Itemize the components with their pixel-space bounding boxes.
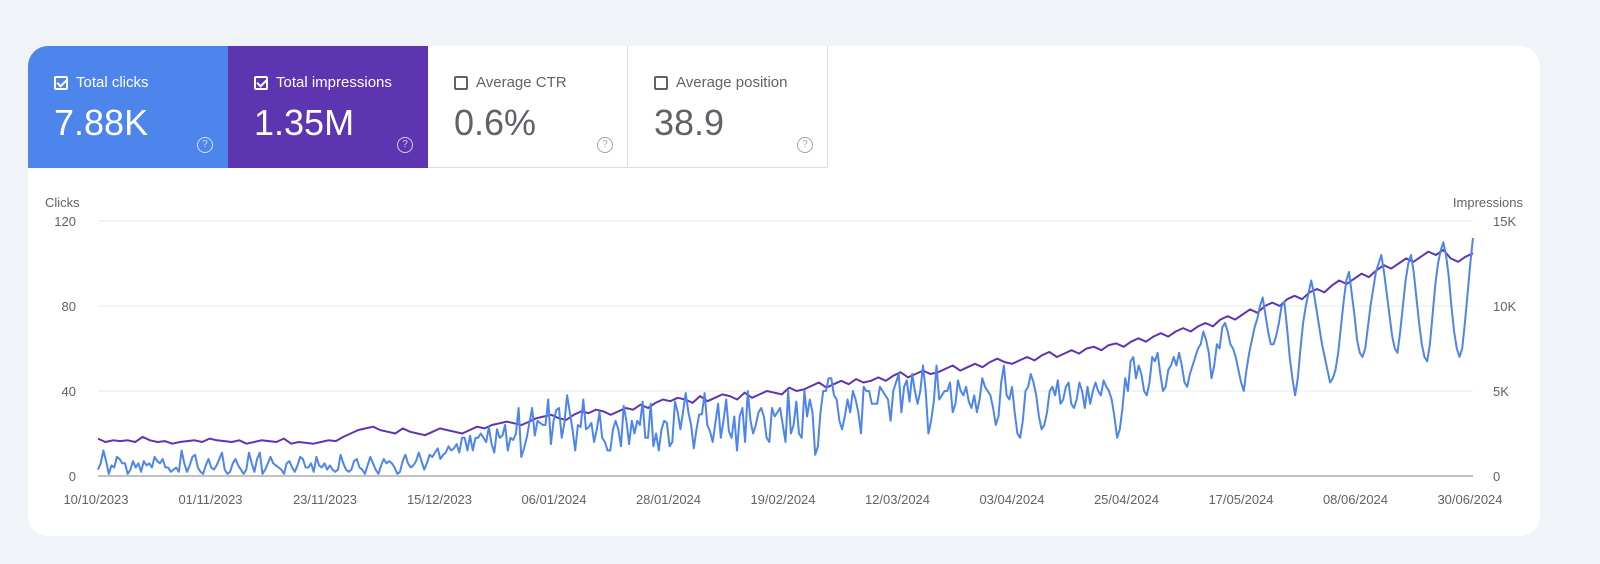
x-tick-label: 08/06/2024 (1323, 492, 1388, 507)
y-tick-right: 10K (1493, 299, 1516, 314)
help-icon[interactable]: ? (797, 137, 813, 153)
metric-total-clicks[interactable]: Total clicks 7.88K ? (28, 46, 228, 168)
x-tick-label: 03/04/2024 (979, 492, 1044, 507)
y-axis-left-label: Clicks (45, 195, 80, 210)
metric-header: Average CTR (454, 74, 567, 91)
metric-header: Average position (654, 74, 787, 91)
y-tick-right: 5K (1493, 384, 1509, 399)
metric-average-ctr[interactable]: Average CTR 0.6% ? (428, 46, 628, 168)
y-axis-right-label: Impressions (1453, 195, 1524, 210)
y-tick-right: 15K (1493, 214, 1516, 229)
metric-header: Total clicks (54, 74, 149, 91)
x-tick-label: 23/11/2023 (293, 492, 357, 507)
metric-value: 7.88K (54, 102, 149, 143)
x-tick-label: 19/02/2024 (750, 492, 815, 507)
metric-tabs: Total clicks 7.88K ? Total impressions 1… (28, 46, 828, 168)
clicks-series-line (97, 237, 1474, 475)
series-lines (97, 237, 1474, 475)
x-tick-label: 17/05/2024 (1208, 492, 1273, 507)
y-tick-left: 0 (69, 469, 76, 484)
metric-label: Average position (676, 74, 788, 91)
checkbox-checked-icon[interactable] (254, 75, 268, 90)
x-tick-label: 10/10/2023 (63, 492, 128, 507)
metric-value: 1.35M (254, 102, 355, 143)
y-tick-left: 80 (62, 299, 76, 314)
metric-total-impressions[interactable]: Total impressions 1.35M ? (228, 46, 428, 168)
y-tick-right: 0 (1493, 469, 1500, 484)
metric-value: 38.9 (654, 102, 725, 143)
checkbox-unchecked-icon[interactable] (454, 75, 468, 90)
x-tick-label: 06/01/2024 (521, 492, 586, 507)
x-tick-label: 30/06/2024 (1437, 492, 1502, 507)
metric-label: Average CTR (476, 74, 567, 91)
axis-ticks: 0 0 40 5K 80 10K 120 15K 10/10/2023 01/11/2023 23/… (54, 214, 1516, 507)
help-icon[interactable]: ? (397, 137, 413, 153)
performance-card: Total clicks 7.88K ? Total impressions 1… (28, 46, 1540, 536)
x-tick-label: 15/12/2023 (407, 492, 472, 507)
help-icon[interactable]: ? (197, 137, 213, 153)
performance-chart: Clicks Impressions 0 0 40 5K 80 10K 120 15K 10/1… (45, 195, 1524, 507)
x-tick-label: 12/03/2024 (865, 492, 930, 507)
help-icon[interactable]: ? (597, 137, 613, 153)
checkbox-unchecked-icon[interactable] (654, 75, 668, 90)
metric-label: Total clicks (76, 74, 149, 91)
impressions-series-line (97, 248, 1474, 445)
metric-value: 0.6% (454, 102, 537, 143)
metric-label: Total impressions (276, 74, 392, 91)
x-tick-label: 25/04/2024 (1094, 492, 1159, 507)
y-tick-left: 120 (54, 214, 76, 229)
metric-header: Total impressions (254, 74, 392, 91)
checkbox-checked-icon[interactable] (54, 75, 68, 90)
metric-average-position[interactable]: Average position 38.9 ? (628, 46, 828, 168)
x-tick-label: 28/01/2024 (636, 492, 701, 507)
x-tick-label: 01/11/2023 (178, 492, 242, 507)
y-tick-left: 40 (62, 384, 76, 399)
